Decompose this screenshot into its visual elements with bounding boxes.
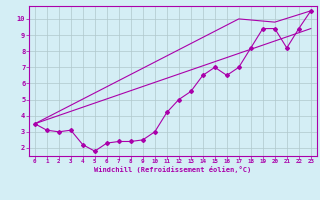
X-axis label: Windchill (Refroidissement éolien,°C): Windchill (Refroidissement éolien,°C) [94, 166, 252, 173]
